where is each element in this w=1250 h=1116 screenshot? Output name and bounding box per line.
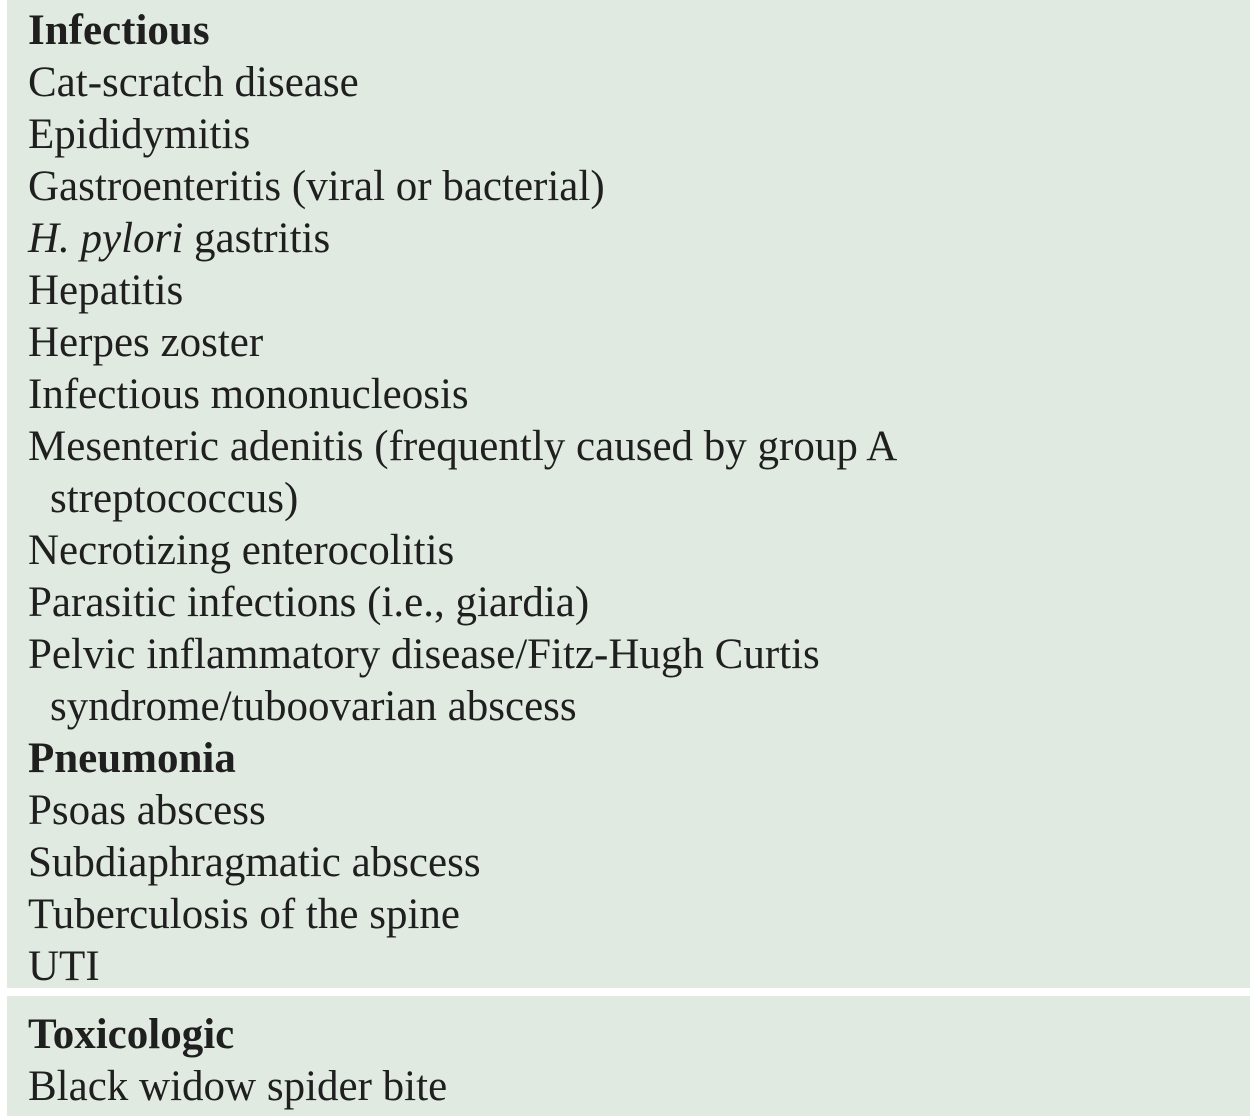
list-item: Cat-scratch disease [28, 59, 359, 106]
list-item: Black widow spider bite [28, 1063, 448, 1110]
list-item: Herpes zoster [28, 319, 264, 366]
list-item: Tuberculosis of the spine [28, 891, 460, 938]
list-item: Hepatitis [28, 267, 184, 314]
list-item-bold: Pneumonia [28, 735, 236, 782]
list-item-continuation: streptococcus) [50, 475, 299, 522]
list-item: Pelvic inflammatory disease/Fitz-Hugh Cu… [28, 631, 820, 678]
list-item: H. pylori gastritis [28, 213, 330, 265]
section-toxicologic: Toxicologic Black widow spider bite [7, 996, 1250, 1116]
list-item: Subdiaphragmatic abscess [28, 839, 481, 886]
section-heading: Infectious [28, 7, 210, 54]
section-infectious: Infectious Cat-scratch disease Epididymi… [7, 0, 1250, 990]
list-item: UTI [28, 943, 100, 990]
list-item-text: gastritis [183, 215, 331, 262]
list-item: Infectious mononucleosis [28, 371, 469, 418]
list-item-continuation: syndrome/tuboovarian abscess [50, 683, 577, 730]
section-heading: Toxicologic [28, 1011, 235, 1058]
organism-name: H. pylori [28, 215, 184, 262]
list-item: Mesenteric adenitis (frequently caused b… [28, 423, 898, 470]
list-item: Parasitic infections (i.e., giardia) [28, 579, 590, 626]
list-item: Psoas abscess [28, 787, 266, 834]
list-item: Epididymitis [28, 111, 251, 158]
list-item: Gastroenteritis (viral or bacterial) [28, 163, 605, 210]
list-item: Necrotizing enterocolitis [28, 527, 455, 574]
